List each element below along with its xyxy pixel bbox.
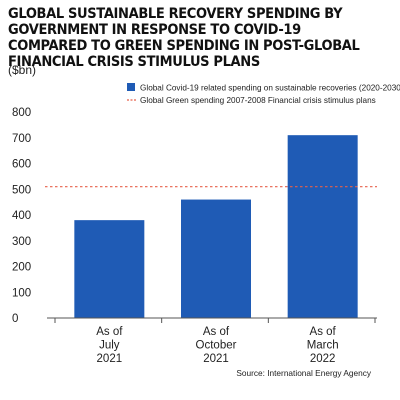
y-tick-label: 0: [12, 313, 18, 325]
x-category-label: As of October 2021: [196, 326, 237, 365]
legend-swatch-bar: [127, 83, 135, 91]
bar: [181, 199, 251, 318]
y-tick-label: 400: [12, 210, 31, 222]
legend-label-line: Global Green spending 2007-2008 Financia…: [140, 96, 376, 105]
bar: [74, 220, 145, 318]
chart-title: GLOBAL SUSTAINABLE RECOVERY SPENDING BY …: [8, 6, 360, 70]
bars: [74, 135, 358, 318]
y-tick-label: 300: [12, 236, 31, 248]
x-category-label: As of March 2022: [307, 326, 339, 365]
y-axis-ticks: 0 100 200 300 400 500 600 700 800: [12, 107, 31, 325]
y-tick-label: 600: [12, 159, 31, 171]
x-axis-tick-marks: [54, 318, 376, 323]
y-unit-label: ($bn): [8, 63, 37, 77]
y-tick-label: 500: [12, 184, 31, 196]
y-tick-label: 700: [12, 133, 31, 145]
legend-label-bar: Global Covid-19 related spending on sust…: [140, 84, 400, 93]
y-tick-label: 800: [12, 107, 31, 119]
source-note: Source: International Energy Agency: [236, 368, 372, 378]
legend: Global Covid-19 related spending on sust…: [127, 83, 400, 105]
x-category-label: As of July 2021: [96, 326, 123, 365]
bar: [287, 135, 358, 318]
y-tick-label: 200: [12, 262, 31, 274]
x-axis-category-labels: As of July 2021 As of October 2021 As of March 2…: [96, 326, 338, 365]
y-tick-label: 100: [12, 287, 31, 299]
